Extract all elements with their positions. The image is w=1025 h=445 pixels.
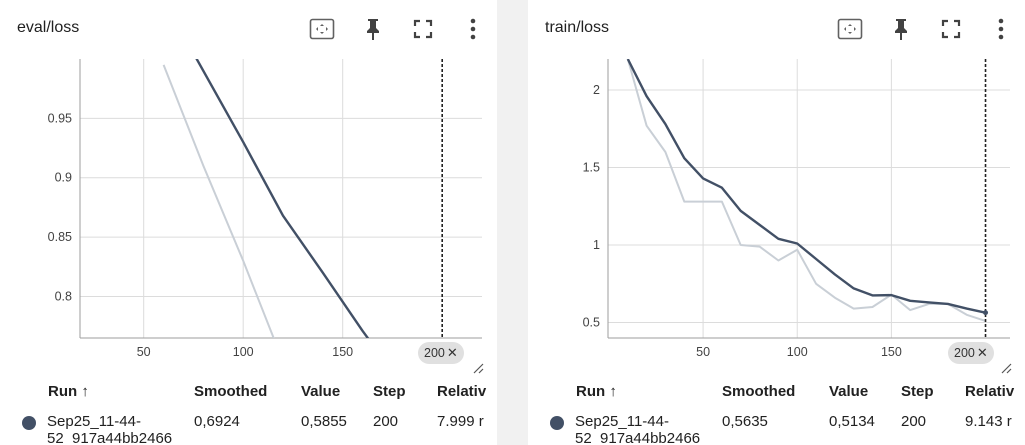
more-options-button[interactable] [986,14,1016,44]
run-color-dot [22,416,36,430]
card-title: eval/loss [17,19,80,36]
card-title: train/loss [545,19,610,36]
x-tick-label: 100 [787,345,808,359]
col-smoothed-header[interactable]: Smoothed [722,383,796,400]
fit-to-data-icon [309,18,335,40]
step-value: 200 [373,413,399,430]
more-vert-icon [998,18,1004,40]
fullscreen-icon [941,19,961,39]
col-smoothed-header[interactable]: Smoothed [194,383,268,400]
y-tick-label: 2 [593,83,600,97]
x-tick-label: 50 [137,345,151,359]
x-tick-label: 50 [696,345,710,359]
y-tick-label: 0.85 [48,230,72,244]
relative-time: 9.143 r [965,413,1012,430]
fit-to-data-icon [837,18,863,40]
col-relative-header[interactable]: Relativ [437,383,487,400]
col-value-header[interactable]: Value [301,383,341,400]
x-tick-label: 100 [233,345,254,359]
pin-icon [895,19,907,40]
pinned-step-chip[interactable]: 200 ✕ [948,342,994,364]
series-group [162,59,443,338]
smoothed-value: 0,6924 [194,413,240,430]
panel-gutter [497,0,528,445]
resize-handle-icon[interactable] [472,362,484,374]
pinned-step-chip[interactable]: 200 ✕ [418,342,464,364]
col-run-header[interactable]: Run ↑ [48,383,89,400]
raw-value: 0,5134 [829,413,875,430]
y-tick-label: 0.9 [55,171,72,185]
fullscreen-button[interactable] [408,14,438,44]
pin-button[interactable] [358,14,388,44]
col-value-header[interactable]: Value [829,383,869,400]
more-options-button[interactable] [458,14,488,44]
y-tick-label: 1.5 [583,161,600,175]
fit-domain-button[interactable] [835,14,865,44]
fit-domain-button[interactable] [307,14,337,44]
raw-loss-line [626,59,986,322]
run-name: Sep25_11-44- 52_917a44bb2466 [575,413,725,445]
y-tick-label: 0.5 [583,316,600,330]
col-run-header[interactable]: Run ↑ [576,383,617,400]
x-tick-label: 150 [332,345,353,359]
smoothed-loss-line [626,59,986,314]
raw-loss-line [162,64,275,338]
fullscreen-icon [413,19,433,39]
close-icon[interactable]: ✕ [446,345,458,360]
run-name: Sep25_11-44- 52_917a44bb2466 [47,413,197,445]
relative-time: 7.999 r [437,413,484,430]
run-name-line2: 52_917a44bb2466 [47,430,173,445]
col-relative-header[interactable]: Relativ [965,383,1015,400]
smoothed-loss-line [195,59,370,338]
x-tick-label: 150 [881,345,902,359]
pinned-step-value: 200 [954,346,975,360]
run-color-dot [550,416,564,430]
fullscreen-button[interactable] [936,14,966,44]
step-value: 200 [901,413,927,430]
pinned-step-value: 200 [424,346,445,360]
more-vert-icon [470,18,476,40]
smoothed-value: 0,5635 [722,413,768,430]
y-tick-label: 0.95 [48,111,72,125]
train-loss-chart[interactable]: 50 100 150 0.5 1 1.5 2 [528,0,1025,375]
y-tick-label: 1 [593,238,600,252]
run-name-line1: Sep25_11-44- [575,413,669,430]
col-step-header[interactable]: Step [901,383,934,400]
pin-icon [367,19,379,40]
eval-loss-card: eval/loss 50 100 150 0.8 0.85 0.9 0.95 200 ✕ Ru… [0,0,497,445]
raw-value: 0,5855 [301,413,347,430]
run-name-line1: Sep25_11-44- [47,413,141,430]
col-step-header[interactable]: Step [373,383,406,400]
run-name-line2: 52_917a44bb2466 [575,430,701,445]
resize-handle-icon[interactable] [1000,362,1012,374]
y-tick-label: 0.8 [55,289,72,303]
eval-loss-chart[interactable]: 50 100 150 0.8 0.85 0.9 0.95 [0,0,497,375]
series-group [626,59,989,338]
pinned-point-marker [983,310,989,316]
pin-button[interactable] [886,14,916,44]
train-loss-card: train/loss 50 100 150 0.5 1 1.5 2 200 ✕ Run ↑ S… [528,0,1025,445]
close-icon[interactable]: ✕ [976,345,988,360]
